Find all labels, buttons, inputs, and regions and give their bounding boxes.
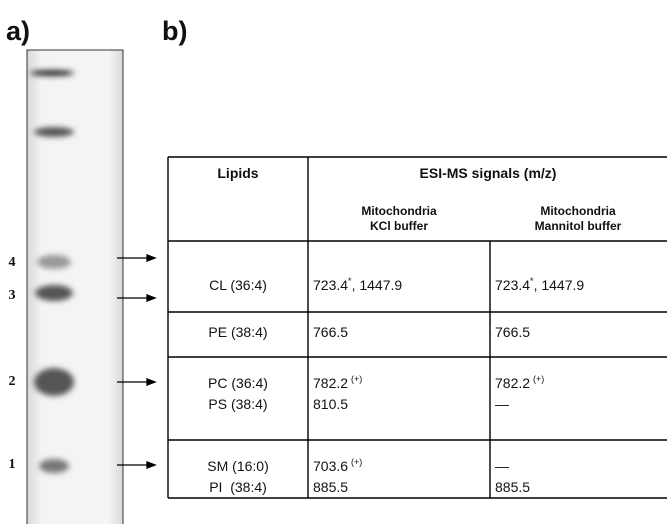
signal-mark: (+): [351, 374, 362, 384]
lane-label: 4: [9, 255, 16, 270]
signal-value: , 1447.9: [534, 277, 585, 293]
signal-value: 766.5: [495, 324, 530, 340]
signal-value: 782.2: [495, 375, 530, 391]
signal: 782.2(+): [313, 374, 362, 391]
column-header: Mitochondria: [540, 204, 616, 218]
signal-mark: (+): [533, 374, 544, 384]
lipid: PI (38:4): [209, 479, 267, 495]
column-header: Mannitol buffer: [535, 219, 622, 233]
panel-label: b): [162, 16, 187, 46]
signal: 723.4*, 1447.9: [313, 276, 402, 293]
signal-value: 723.4: [495, 277, 530, 293]
signal-mark: (+): [351, 457, 362, 467]
signal: —: [495, 458, 509, 474]
lipid: PS (38:4): [208, 396, 267, 412]
signal-value: —: [495, 458, 509, 474]
column-header: Mitochondria: [361, 204, 437, 218]
signal: 766.5: [313, 324, 348, 340]
signal-value: 782.2: [313, 375, 348, 391]
lane-label: 2: [9, 374, 16, 389]
table-header: ESI-MS signals (m/z): [420, 165, 557, 181]
lipid: CL (36:4): [209, 277, 267, 293]
signal-value: —: [495, 396, 509, 412]
lipid: PE (38:4): [208, 324, 267, 340]
signal-value: 766.5: [313, 324, 348, 340]
signal-value: , 1447.9: [352, 277, 403, 293]
signal: 782.2(+): [495, 374, 544, 391]
tlc-plate: [27, 50, 123, 524]
signal: 766.5: [495, 324, 530, 340]
signal-value: 885.5: [495, 479, 530, 495]
lane-label: 1: [9, 457, 16, 472]
table-header: Lipids: [217, 165, 258, 181]
figure: a) b) 4 3 2 1 Lipids ESI-MS signals (m/z) M…: [0, 0, 667, 524]
signal: 885.5: [313, 479, 348, 495]
panel-label: a): [6, 16, 30, 46]
signal-value: 885.5: [313, 479, 348, 495]
signal-value: 723.4: [313, 277, 348, 293]
lipid: SM (16:0): [207, 458, 268, 474]
column-header: KCl buffer: [370, 219, 428, 233]
signal-value: 810.5: [313, 396, 348, 412]
lipid: PC (36:4): [208, 375, 268, 391]
signal: —: [495, 396, 509, 412]
signal: 703.6(+): [313, 457, 362, 474]
signal: 885.5: [495, 479, 530, 495]
signal: 810.5: [313, 396, 348, 412]
signal: 723.4*, 1447.9: [495, 276, 584, 293]
signal-value: 703.6: [313, 458, 348, 474]
lane-label: 3: [9, 288, 16, 303]
